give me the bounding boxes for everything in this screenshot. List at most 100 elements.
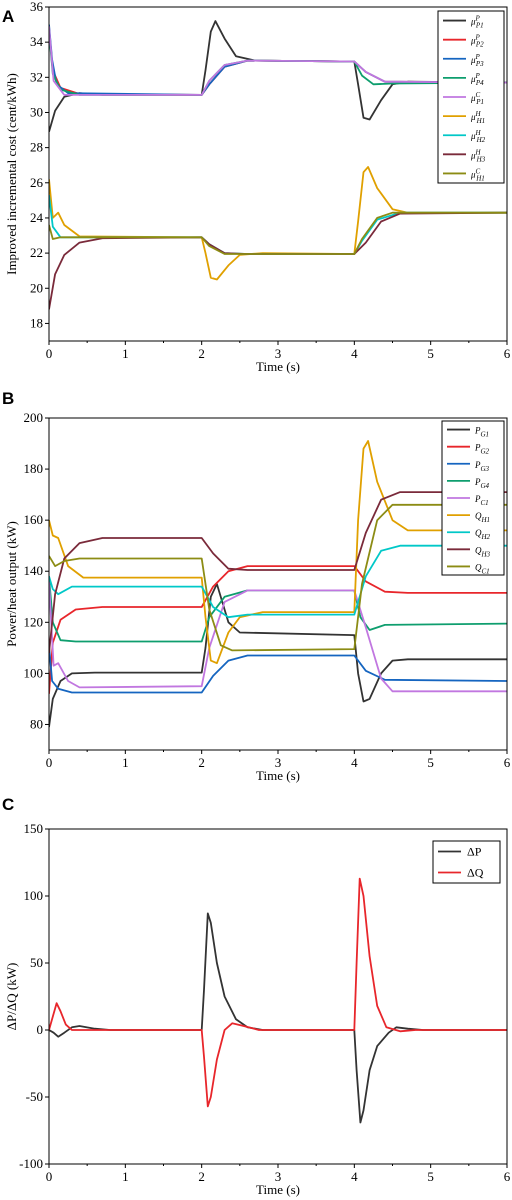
y-tick-label: 26 — [30, 175, 44, 190]
panel-C: C 0 1 2 3 4 5 6 -100 -50 0 50 100 150 Time (s) ΔP/ΔQ (k… — [2, 795, 511, 1197]
y-tick-label: 32 — [30, 69, 43, 84]
y-tick-label: 36 — [30, 0, 44, 14]
y-axis-title: Improved incremental cost (cent/kWh) — [4, 73, 19, 275]
x-tick-label: 0 — [46, 755, 53, 770]
series-group — [49, 440, 507, 728]
y-tick-label: 160 — [24, 512, 44, 527]
y-tick-label: 24 — [30, 210, 44, 225]
y-tick-label: 22 — [30, 245, 43, 260]
y-tick-label: -50 — [26, 1089, 43, 1104]
x-axis-title: Time (s) — [256, 359, 300, 374]
x-tick-label: 1 — [122, 1169, 129, 1184]
y-tick-label: 18 — [30, 315, 43, 330]
legend-label: QH3 — [475, 545, 491, 558]
x-tick-label: 4 — [351, 755, 358, 770]
legend-label: QH1 — [475, 511, 490, 524]
legend-label: PG3 — [474, 460, 490, 473]
x-tick-label: 6 — [504, 346, 511, 361]
x-tick-label: 2 — [198, 1169, 205, 1184]
y-tick-label: 20 — [30, 280, 43, 295]
legend-label: μH H1 — [470, 110, 485, 125]
series-line-2 — [49, 877, 507, 1108]
series-line-3 — [49, 645, 507, 694]
y-tick-label: 34 — [30, 34, 44, 49]
series-line-4 — [49, 576, 507, 643]
legend-box — [432, 840, 501, 884]
legend-label: μP P2 — [470, 34, 484, 49]
x-tick-label: 1 — [122, 346, 129, 361]
legend-label: μC P1 — [470, 91, 484, 106]
x-tick-label: 4 — [351, 346, 358, 361]
x-tick-label: 0 — [46, 346, 53, 361]
x-tick-label: 5 — [427, 755, 434, 770]
series-line-7 — [49, 194, 507, 255]
y-tick-label: 0 — [37, 1022, 44, 1037]
panel-B: B 0 1 2 3 4 5 6 80 100 120 140 160 180 200 Time (s) Powe… — [2, 389, 511, 783]
y-axis-title: Power/heat output (kW) — [4, 521, 19, 647]
legend-label: μH H3 — [470, 148, 486, 163]
y-axis-title: ΔP/ΔQ (kW) — [4, 963, 19, 1031]
series-line-1 — [49, 912, 507, 1124]
legend-label: μC H1 — [470, 167, 485, 182]
legend-label: μP P1 — [470, 15, 484, 30]
y-tick-label: 100 — [24, 888, 44, 903]
panel-letter: B — [2, 389, 14, 408]
legend-label: PC1 — [474, 494, 489, 507]
y-tick-label: 180 — [24, 461, 44, 476]
panel-letter: A — [2, 7, 14, 26]
series-line-9 — [49, 211, 507, 255]
legend-label: PG4 — [474, 477, 490, 490]
series-line-8 — [49, 491, 507, 654]
x-tick-label: 5 — [427, 346, 434, 361]
x-tick-label: 3 — [275, 1169, 282, 1184]
legend-label: PG1 — [474, 426, 489, 439]
panel-letter: C — [2, 795, 14, 814]
series-line-1 — [49, 583, 507, 728]
y-tick-label: 28 — [30, 140, 43, 155]
x-tick-label: 4 — [351, 1169, 358, 1184]
y-tick-label: 50 — [30, 955, 43, 970]
series-group — [49, 877, 507, 1124]
y-tick-label: 120 — [24, 614, 44, 629]
x-tick-label: 3 — [275, 346, 282, 361]
x-tick-label: 5 — [427, 1169, 434, 1184]
x-tick-label: 0 — [46, 1169, 53, 1184]
series-group — [49, 20, 507, 310]
x-tick-label: 6 — [504, 755, 511, 770]
y-tick-label: 100 — [24, 665, 44, 680]
series-line-2 — [49, 565, 507, 694]
series-line-5 — [49, 26, 507, 96]
legend: μP P1 μP P2 μP P3 μP P4 μC P1 μH H1 μH H2 μH H3 μC H1 — [437, 10, 505, 184]
series-line-6 — [49, 440, 507, 665]
y-tick-label: 150 — [24, 821, 44, 836]
legend-label: ΔQ — [467, 866, 484, 880]
legend-label: QC1 — [475, 562, 490, 575]
series-line-7 — [49, 544, 507, 619]
y-tick-label: 200 — [24, 410, 44, 425]
plot-frame — [48, 417, 508, 751]
x-tick-label: 6 — [504, 1169, 511, 1184]
y-tick-label: -100 — [19, 1156, 43, 1171]
x-tick-label: 2 — [198, 346, 205, 361]
legend-label: QH2 — [475, 528, 491, 541]
y-tick-label: 30 — [30, 104, 43, 119]
y-tick-label: 140 — [24, 563, 44, 578]
series-line-6 — [49, 166, 507, 281]
series-line-9 — [49, 503, 507, 652]
legend-label: ΔP — [467, 845, 482, 859]
legend: ΔP ΔQ — [432, 840, 501, 884]
y-tick-label: 80 — [30, 716, 43, 731]
legend-label: μP P4 — [470, 72, 484, 87]
x-tick-label: 3 — [275, 755, 282, 770]
legend: PG1 PG2 PG3 PG4 PC1 QH1 QH2 QH3 QC1 — [441, 420, 505, 576]
x-tick-label: 2 — [198, 755, 205, 770]
legend-label: μP P3 — [470, 53, 484, 68]
legend-label: μH H2 — [470, 129, 486, 144]
x-axis-title: Time (s) — [256, 1182, 300, 1197]
x-tick-label: 1 — [122, 755, 129, 770]
series-line-8 — [49, 211, 507, 310]
legend-label: PG2 — [474, 443, 490, 456]
x-axis-title: Time (s) — [256, 768, 300, 783]
